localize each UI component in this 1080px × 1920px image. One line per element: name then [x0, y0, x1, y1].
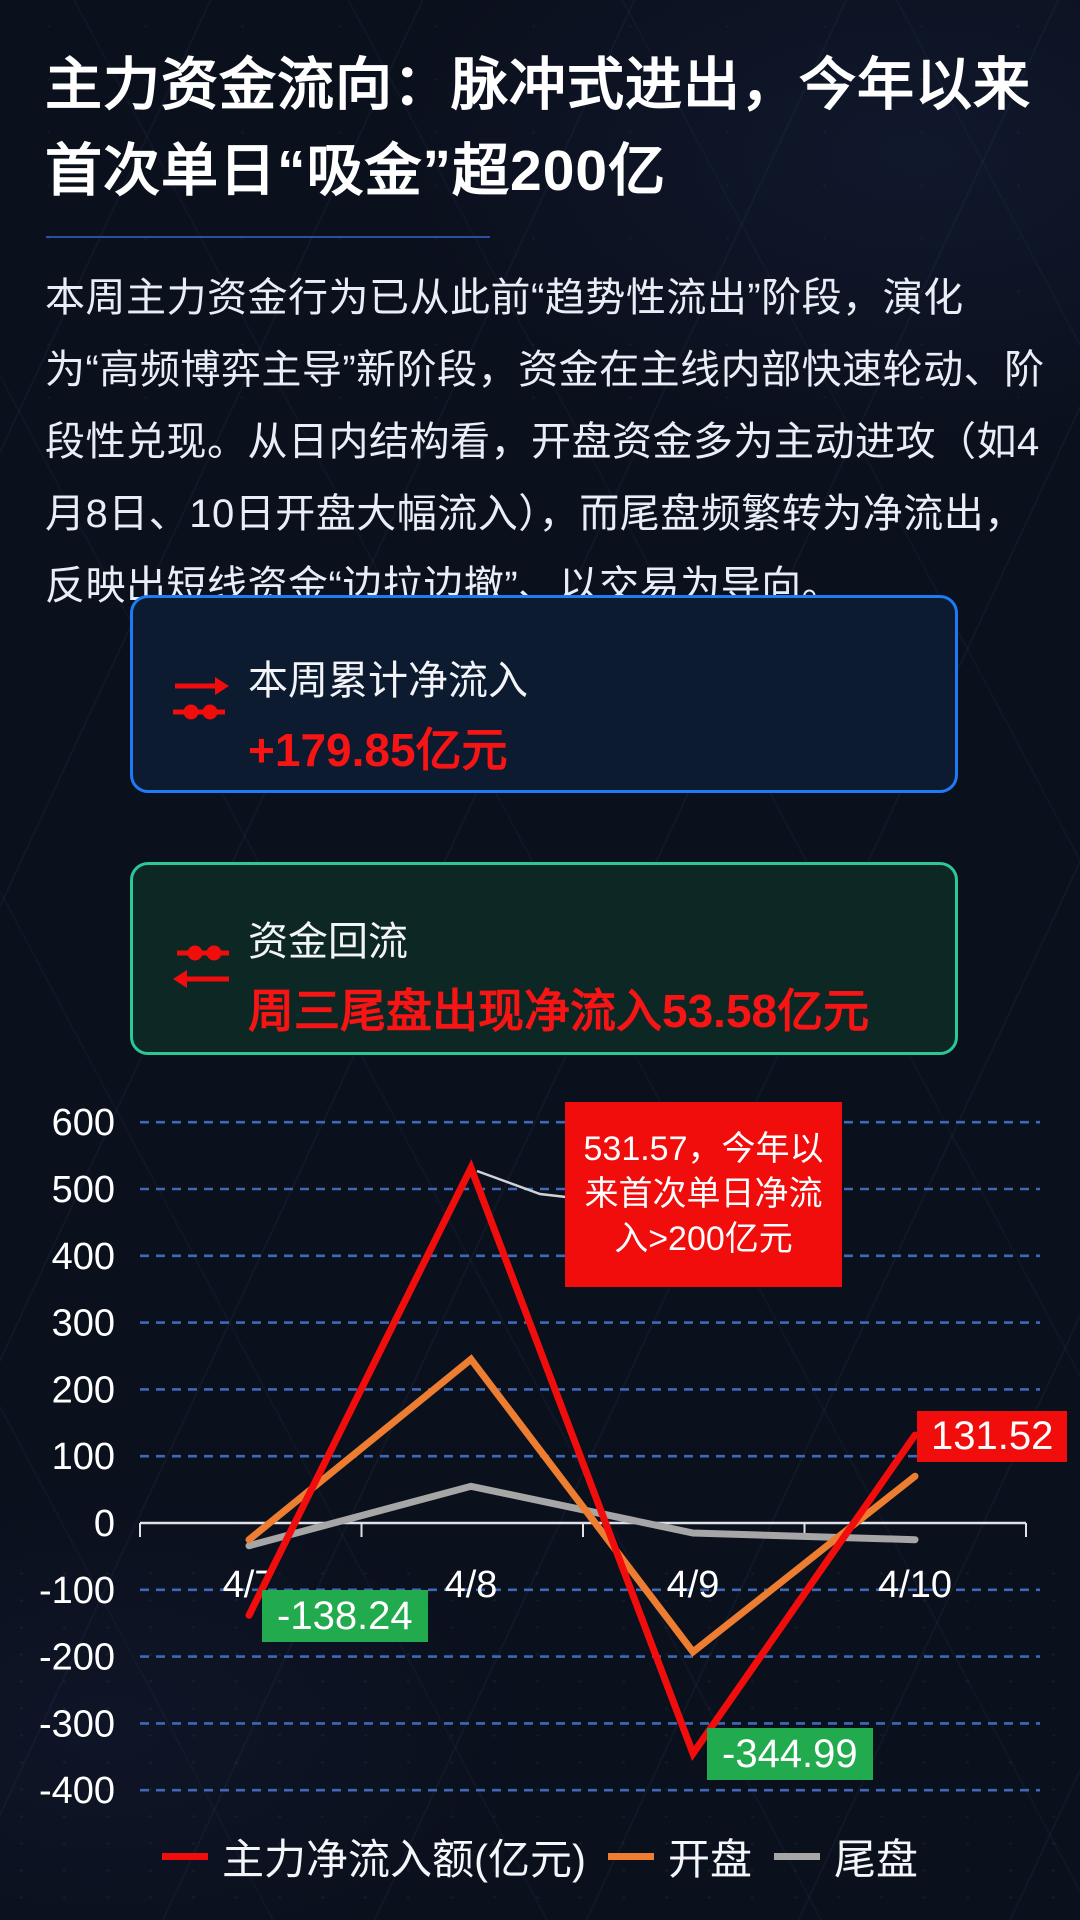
capital-return-card: 资金回流 周三尾盘出现净流入53.58亿元: [130, 862, 958, 1055]
y-axis-label: 200: [52, 1369, 115, 1411]
legend-item: 开盘: [607, 1826, 752, 1887]
annotation-green: -138.24: [262, 1590, 428, 1643]
y-axis-label: 600: [52, 1102, 115, 1144]
annotation-red-callout: 531.57，今年以 来首次单日净流 入>200亿元: [565, 1102, 842, 1287]
legend-item: 主力净流入额(亿元): [161, 1826, 586, 1887]
y-axis-label: -300: [39, 1703, 115, 1745]
callout-leader-line: [476, 1169, 567, 1199]
legend-swatch: [773, 1852, 820, 1860]
chart-legend: 主力净流入额(亿元) 开盘 尾盘: [0, 1826, 1080, 1886]
x-axis-label: 4/9: [667, 1564, 720, 1606]
y-axis-label: -100: [39, 1570, 115, 1612]
x-axis-label: 4/8: [445, 1564, 498, 1606]
legend-swatch: [161, 1852, 208, 1860]
x-axis-label: 4/7: [223, 1564, 276, 1606]
legend-label: 主力净流入额(亿元): [221, 1835, 586, 1883]
annotation-green: -344.99: [707, 1728, 873, 1781]
series-line-2: [245, 1482, 919, 1550]
card-title: 资金回流: [248, 920, 408, 964]
card-value: +179.85亿元: [248, 724, 508, 776]
flow-out-arrow-icon: [173, 672, 229, 728]
y-axis-label: 100: [52, 1436, 115, 1478]
intro-paragraph: 本周主力资金行为已从此前“趋势性流出”阶段，演化为“高频博弈主导”新阶段，资金在…: [45, 276, 1045, 608]
y-axis-label: -400: [39, 1770, 115, 1812]
y-axis-label: -200: [39, 1637, 115, 1679]
legend-label: 开盘: [667, 1835, 752, 1883]
legend-item: 尾盘: [773, 1826, 918, 1887]
card-value: 周三尾盘出现净流入53.58亿元: [248, 985, 870, 1037]
title-divider: [46, 236, 490, 238]
y-axis-label: 400: [52, 1236, 115, 1278]
x-axis-label: 4/10: [878, 1564, 952, 1606]
page-title: 主力资金流向：脉冲式进出，今年以来首次单日“吸金”超200亿: [45, 53, 1031, 203]
card-title: 本周累计净流入: [248, 659, 528, 703]
legend-label: 尾盘: [833, 1835, 918, 1883]
legend-swatch: [607, 1852, 654, 1860]
y-axis-label: 0: [94, 1503, 115, 1545]
series-line-1: [245, 1354, 919, 1657]
y-axis-label: 300: [52, 1303, 115, 1345]
weekly-net-inflow-card: 本周累计净流入 +179.85亿元: [130, 595, 958, 793]
annotation-red: 131.52: [917, 1411, 1068, 1463]
series-line-0: [245, 1159, 919, 1761]
flow-return-arrow-icon: [173, 937, 229, 993]
y-axis-label: 500: [52, 1169, 115, 1211]
